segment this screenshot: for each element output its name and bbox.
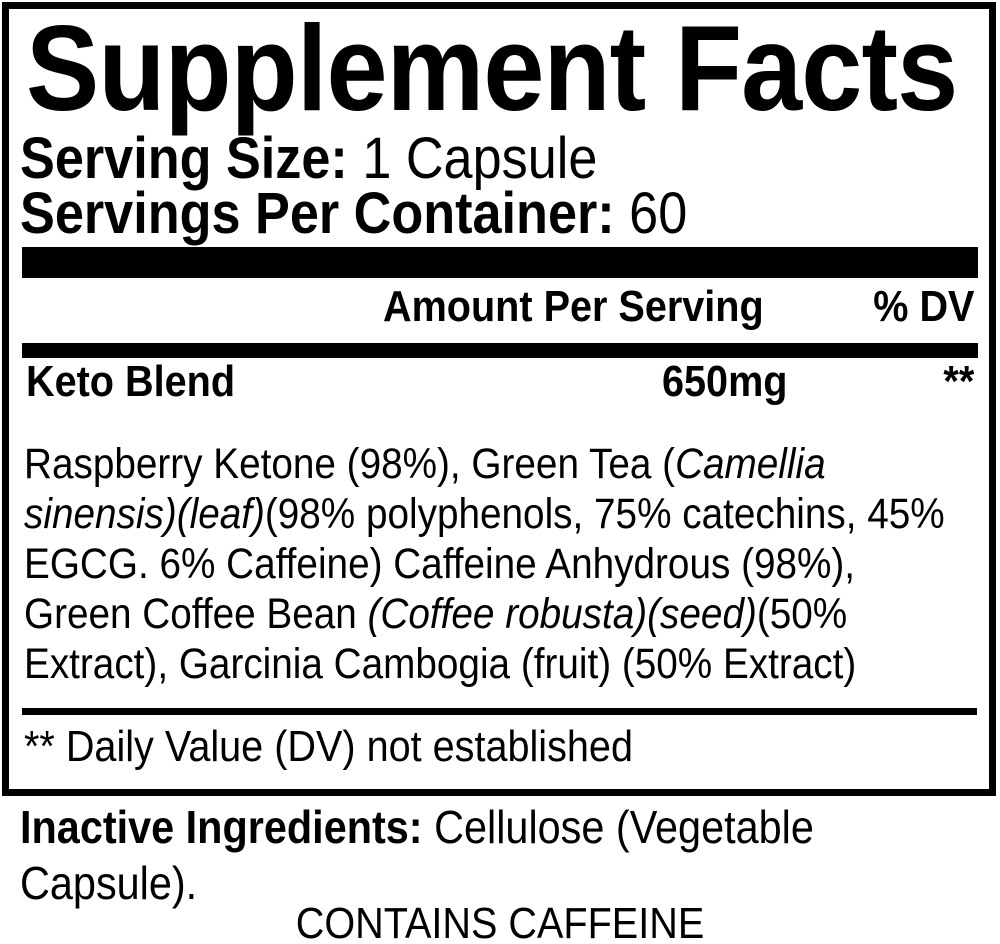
ingredients-text: Extract), Garcinia Cambogia (fruit) (50%…: [24, 640, 857, 688]
inactive-ingredients-value: Cellulose (Vegetable: [422, 801, 814, 853]
ingredients-text: Green Coffee Bean: [24, 590, 368, 638]
ingredients-paragraph: Raspberry Ketone (98%), Green Tea (Camel…: [24, 439, 945, 689]
serving-size-value: 1 Capsule: [347, 126, 598, 191]
ingredients-text: EGCG. 6% Caffeine) Caffeine Anhydrous (9…: [24, 540, 856, 588]
servings-per-container-label: Servings Per Container:: [20, 181, 615, 246]
blend-name: Keto Blend: [26, 357, 236, 406]
ingredients-latin-name: Camellia: [675, 440, 826, 488]
ingredients-latin-name: sinensis)(leaf): [24, 490, 265, 538]
contains-caffeine-notice: CONTAINS CAFFEINE: [295, 899, 705, 944]
ingredients-text: Raspberry Ketone (98%), Green Tea (: [24, 440, 676, 488]
inactive-ingredients-line: Inactive Ingredients: Cellulose (Vegetab…: [20, 799, 814, 855]
servings-per-container-line: Servings Per Container: 60: [20, 185, 687, 243]
ingredients-line: sinensis)(leaf)(98% polyphenols, 75% cat…: [24, 489, 945, 539]
inactive-ingredients-line: Capsule).: [20, 855, 814, 911]
thick-divider-bar: [22, 247, 978, 278]
ingredients-line: Green Coffee Bean (Coffee robusta)(seed)…: [24, 589, 945, 639]
inactive-ingredients-block: Inactive Ingredients: Cellulose (Vegetab…: [20, 799, 814, 911]
ingredients-text: (98% polyphenols, 75% catechins, 45%: [264, 490, 945, 538]
ingredients-text: (50%: [756, 590, 848, 638]
thin-divider-rule: [22, 708, 977, 715]
serving-size-line: Serving Size: 1 Capsule: [20, 130, 597, 188]
ingredients-latin-name: (Coffee robusta)(seed): [367, 590, 757, 638]
medium-divider-bar: [22, 343, 978, 358]
serving-size-label: Serving Size:: [20, 126, 348, 191]
blend-dv-asterisks: **: [943, 357, 974, 406]
daily-value-footnote: ** Daily Value (DV) not established: [24, 722, 633, 771]
ingredients-line: Raspberry Ketone (98%), Green Tea (Camel…: [24, 439, 945, 489]
blend-amount: 650mg: [662, 357, 788, 406]
facts-panel-border: [2, 2, 996, 796]
panel-title: Supplement Facts: [26, 0, 958, 136]
amount-per-serving-header: Amount Per Serving: [383, 282, 764, 331]
ingredients-line: Extract), Garcinia Cambogia (fruit) (50%…: [24, 639, 945, 689]
ingredients-line: EGCG. 6% Caffeine) Caffeine Anhydrous (9…: [24, 539, 945, 589]
servings-per-container-value: 60: [614, 181, 688, 246]
inactive-ingredients-value: Capsule).: [20, 857, 198, 909]
inactive-ingredients-label: Inactive Ingredients:: [20, 801, 423, 853]
percent-dv-header: % DV: [872, 282, 974, 331]
